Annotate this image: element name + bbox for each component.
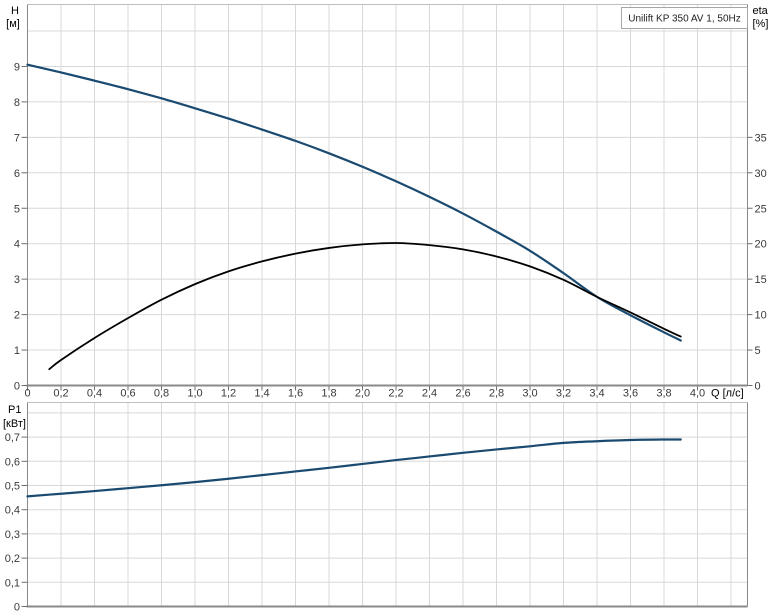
q-tick-label: 1,0 xyxy=(187,388,202,400)
q-tick-label: 0,2 xyxy=(53,388,68,400)
q-tick-label: 1,4 xyxy=(254,388,269,400)
h-tick-label: 9 xyxy=(14,61,20,73)
q-axis-label: Q [л/с] xyxy=(711,388,744,400)
h-tick-label: 8 xyxy=(14,97,20,109)
eta-axis-name: eta xyxy=(753,5,769,17)
p1-axis-unit: [кВт] xyxy=(3,418,26,430)
h-tick-label: 4 xyxy=(14,239,20,251)
p-tick-label: 0 xyxy=(14,602,20,614)
q-tick-label: 2,8 xyxy=(489,388,504,400)
q-tick-label: 3,0 xyxy=(522,388,537,400)
p1-chart: 0 0,1 0,2 0,3 0,4 0,5 0,6 0,7 xyxy=(5,402,748,614)
p1-curve xyxy=(26,438,682,498)
h-tick-label: 1 xyxy=(14,345,20,357)
h-tick-label: 3 xyxy=(14,274,20,286)
q-tick-label: 0,6 xyxy=(120,388,135,400)
h-tick-label: 5 xyxy=(14,203,20,215)
eta-tick-label: 0 xyxy=(755,381,761,393)
q-tick-label: 0 xyxy=(24,388,30,400)
q-tick-label: 3,6 xyxy=(623,388,638,400)
eta-tick-label: 25 xyxy=(755,203,767,215)
eta-tick-label: 35 xyxy=(755,132,767,144)
q-tick-label: 1,8 xyxy=(321,388,336,400)
p-tick-label: 0,7 xyxy=(5,432,20,444)
h-tick-label: 2 xyxy=(14,310,20,322)
eta-axis-unit: [%] xyxy=(753,18,769,30)
eta-tick-label: 10 xyxy=(755,310,767,322)
h-tick-label: 6 xyxy=(14,168,20,180)
h-curve xyxy=(26,63,682,342)
q-tick-label: 3,4 xyxy=(589,388,604,400)
q-tick-label: 3,8 xyxy=(656,388,671,400)
q-tick-label: 2,2 xyxy=(388,388,403,400)
title-box-frame xyxy=(621,7,748,29)
eta-curve xyxy=(48,242,682,371)
p-tick-label: 0,5 xyxy=(5,481,20,493)
eta-tick-label: 30 xyxy=(755,168,767,180)
eta-tick-label: 15 xyxy=(755,274,767,286)
hq-eta-chart: 0 1 2 3 4 5 6 7 8 9 0 5 10 15 20 25 30 35 0 0,2 0,4 0,6 0,8 1,0… xyxy=(14,4,767,400)
q-tick-label: 3,2 xyxy=(556,388,571,400)
q-tick-label: 0,4 xyxy=(87,388,102,400)
p-tick-label: 0,6 xyxy=(5,456,20,468)
q-tick-label: 1,2 xyxy=(221,388,236,400)
p-tick-label: 0,4 xyxy=(5,505,20,517)
eta-tick-label: 5 xyxy=(755,345,761,357)
p1-axis-name: P1 xyxy=(8,404,21,416)
title-box: Unilift KP 350 AV 1, 50Hz xyxy=(621,7,748,29)
q-tick-label: 2,4 xyxy=(422,388,437,400)
p-tick-label: 0,2 xyxy=(5,553,20,565)
h-tick-label: 0 xyxy=(14,381,20,393)
p-tick-label: 0,1 xyxy=(5,577,20,589)
title-box-label: Unilift KP 350 AV 1, 50Hz xyxy=(628,14,740,25)
q-tick-label: 2,6 xyxy=(455,388,470,400)
h-axis-name: H xyxy=(11,5,19,17)
q-tick-label: 0,8 xyxy=(154,388,169,400)
q-tick-label: 4,0 xyxy=(690,388,705,400)
eta-tick-label: 20 xyxy=(755,239,767,251)
q-tick-label: 1,6 xyxy=(288,388,303,400)
h-axis-unit: [м] xyxy=(6,18,20,30)
h-tick-label: 7 xyxy=(14,132,20,144)
p-tick-label: 0,3 xyxy=(5,529,20,541)
q-tick-label: 2,0 xyxy=(355,388,370,400)
